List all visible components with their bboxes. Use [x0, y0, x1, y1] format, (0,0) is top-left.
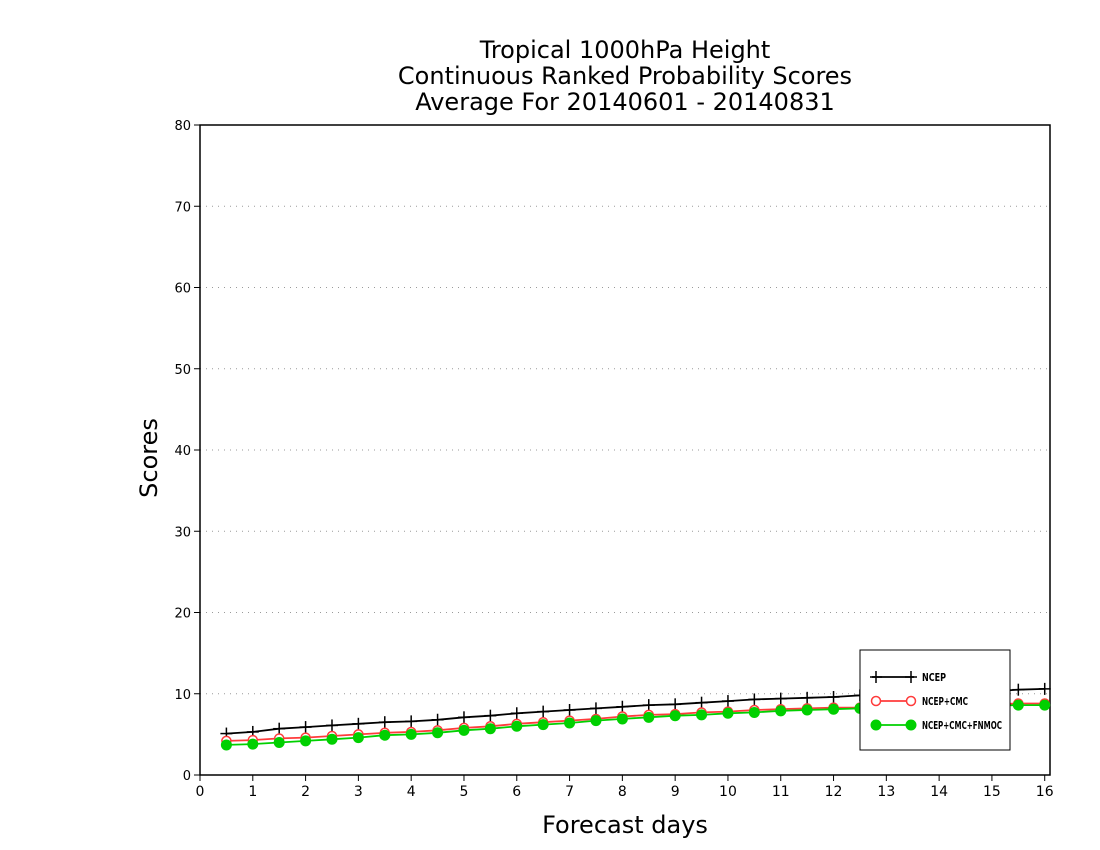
- data-point: [827, 691, 840, 703]
- data-point: [378, 716, 391, 729]
- x-tick-label: 11: [772, 784, 790, 800]
- y-axis-label: Scores: [135, 418, 163, 498]
- legend-box: [859, 649, 1011, 751]
- data-point: [1039, 699, 1051, 711]
- data-point: [696, 709, 708, 721]
- x-tick-label: 8: [618, 784, 627, 800]
- legend-marker: [870, 719, 882, 731]
- data-point: [589, 702, 602, 715]
- data-point: [537, 719, 549, 731]
- data-point: [432, 727, 444, 739]
- data-point: [774, 692, 787, 705]
- data-point: [484, 723, 496, 735]
- data-point: [616, 700, 629, 713]
- data-point: [405, 715, 418, 728]
- legend: NCEP NCEP+CMC NCEP+CMC+FNMOC: [859, 649, 1011, 751]
- data-point: [299, 721, 312, 734]
- data-point: [273, 722, 286, 735]
- x-tick-label: 13: [877, 784, 895, 800]
- y-tick-label: 0: [183, 769, 191, 784]
- data-point: [721, 695, 734, 708]
- data-point: [326, 733, 338, 745]
- y-tick-label: 60: [174, 282, 191, 297]
- data-point: [669, 698, 682, 711]
- legend-label: NCEP+CMC: [922, 695, 968, 708]
- data-point: [537, 705, 550, 718]
- x-tick-label: 1: [248, 784, 257, 800]
- legend-label: NCEP: [922, 671, 946, 684]
- data-point: [352, 732, 364, 744]
- y-tick-label: 10: [174, 688, 191, 703]
- x-tick-label: 0: [196, 784, 205, 800]
- x-tick-label: 12: [825, 784, 843, 800]
- legend-marker: [870, 695, 882, 707]
- chart-title-line-1: Tropical 1000hPa Height: [479, 36, 771, 64]
- data-point: [1012, 699, 1024, 711]
- data-point: [564, 717, 576, 729]
- y-tick-label: 50: [174, 363, 191, 378]
- data-point: [642, 699, 655, 712]
- x-tick-label: 6: [512, 784, 521, 800]
- x-axis-label: Forecast days: [542, 811, 708, 839]
- data-point: [643, 711, 655, 723]
- y-tick-label: 40: [174, 444, 191, 459]
- legend-marker: [905, 695, 917, 707]
- data-point: [563, 704, 576, 716]
- data-point: [590, 715, 602, 727]
- data-point: [801, 691, 814, 704]
- legend-marker: [905, 719, 917, 731]
- data-point: [457, 711, 470, 724]
- x-tick-label: 7: [565, 784, 574, 800]
- data-point: [458, 724, 470, 736]
- x-tick-label: 14: [930, 784, 948, 800]
- data-point: [748, 706, 760, 718]
- data-point: [325, 719, 338, 732]
- data-point: [801, 704, 813, 716]
- legend-label: NCEP+CMC+FNMOC: [922, 719, 1002, 732]
- data-point: [300, 735, 312, 747]
- data-point: [722, 707, 734, 719]
- data-point: [1038, 682, 1051, 695]
- data-point: [828, 703, 840, 715]
- chart-title-line-2: Continuous Ranked Probability Scores: [397, 62, 853, 90]
- data-point: [616, 713, 628, 725]
- x-tick-label: 5: [460, 784, 469, 800]
- data-point: [669, 710, 681, 722]
- data-point: [510, 707, 523, 720]
- x-tick-label: 9: [671, 784, 680, 800]
- legend-marker: [870, 671, 882, 683]
- x-tick-label: 10: [719, 784, 737, 800]
- data-point: [748, 693, 761, 706]
- data-point: [220, 739, 232, 751]
- x-tick-label: 2: [301, 784, 310, 800]
- x-tick-label: 3: [354, 784, 363, 800]
- data-point: [484, 709, 497, 722]
- data-point: [775, 705, 787, 717]
- chart-title-line-3: Average For 20140601 - 20140831: [415, 88, 835, 116]
- data-point: [431, 713, 444, 726]
- x-tick-label: 4: [407, 784, 416, 800]
- y-tick-label: 30: [174, 525, 191, 540]
- legend-marker: [905, 671, 917, 683]
- x-tick-label: 15: [983, 784, 1001, 800]
- data-point: [379, 729, 391, 741]
- x-tick-label: 16: [1036, 784, 1054, 800]
- y-tick-label: 20: [174, 607, 191, 622]
- data-point: [511, 720, 523, 732]
- data-point: [405, 728, 417, 740]
- data-point: [273, 737, 285, 748]
- data-point: [695, 696, 708, 709]
- y-tick-label: 80: [174, 119, 191, 134]
- data-point: [1012, 683, 1025, 696]
- data-point: [352, 717, 365, 730]
- y-tick-label: 70: [174, 200, 191, 215]
- data-point: [247, 738, 259, 750]
